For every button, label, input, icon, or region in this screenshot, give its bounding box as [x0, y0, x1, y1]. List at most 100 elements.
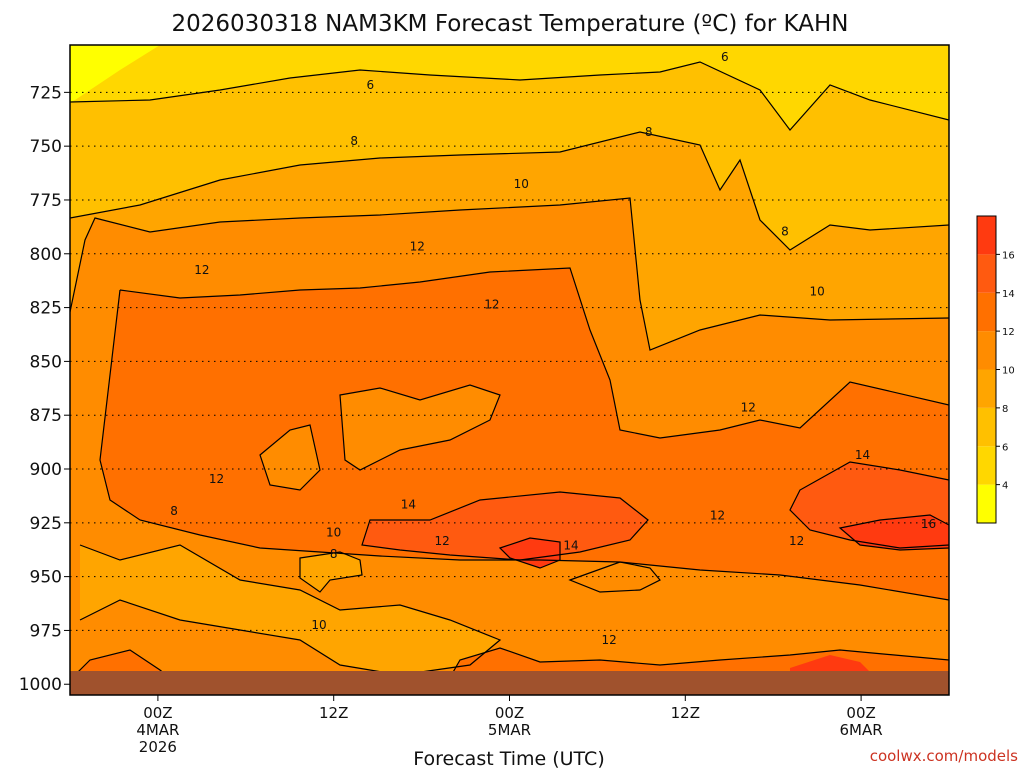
y-axis: 725 750 775 800 825 850 875 900 925 950 975 1000: [19, 83, 70, 695]
contour-label: 8: [645, 125, 653, 139]
credit-text: coolwx.com/models: [870, 747, 1018, 765]
colorbar-swatch: [977, 254, 996, 293]
contour-label: 6: [721, 50, 729, 64]
contour-labels: 6 6 8 8 8 10 10 12 12 12 12 12 12 12 12 12 14 14 14 16 10 10 8…: [170, 50, 936, 647]
y-tick-label: 950: [30, 568, 62, 588]
colorbar-swatch: [977, 292, 996, 332]
contour-label-text: 6: [367, 78, 375, 92]
colorbar-swatch: [977, 446, 996, 485]
contour-label: 12: [209, 472, 224, 486]
x-axis-label: Forecast Time (UTC): [413, 748, 604, 768]
colorbar-swatch: [977, 216, 996, 255]
band-16-18: [500, 515, 949, 672]
chart-title: 2026030318 NAM3KM Forecast Temperature (…: [172, 11, 849, 37]
contour-wedge: [299, 551, 661, 593]
contour-label-text: 8: [645, 125, 653, 139]
y-tick-label: 800: [30, 245, 62, 265]
x-tick-label: 00Z: [495, 704, 524, 722]
contour-label: 12: [194, 263, 209, 277]
y-tick-label: 725: [30, 83, 62, 103]
colorbar-tick-label: 8: [1002, 404, 1008, 415]
contour-label-text: 10: [311, 618, 326, 632]
contour-lines: [70, 61, 949, 695]
contour-label: 12: [410, 239, 425, 253]
y-tick-label: 775: [30, 191, 62, 211]
contour-label-text: 12: [194, 263, 209, 277]
y-tick-label: 825: [30, 299, 62, 319]
band-14-16: [362, 492, 648, 560]
contour-label-text: 12: [601, 633, 616, 647]
band-2-4: [70, 45, 160, 102]
x-tick-label: 6MAR: [840, 721, 883, 739]
contour-label: 12: [434, 534, 449, 548]
contour-label: 10: [311, 618, 326, 632]
band-warm-layer-cool-wedge: [300, 552, 362, 592]
colorbar: 4 6 8 10 12 14 16: [976, 215, 1015, 524]
contour-label: 12: [484, 297, 499, 311]
x-tick-label: 00Z: [143, 704, 172, 722]
contour-label-text: 6: [721, 50, 729, 64]
contour-12: [119, 267, 949, 439]
contour-label: 10: [810, 285, 825, 299]
contour-14: [361, 491, 649, 561]
colorbar-swatch: [977, 484, 996, 523]
contour-6: [70, 61, 949, 131]
ground-surface: [70, 671, 949, 695]
colorbar-tick-label: 16: [1002, 250, 1015, 261]
contour-label-text: 12: [741, 401, 756, 415]
x-tick-label: 12Z: [671, 704, 700, 722]
y-tick-label: 975: [30, 621, 62, 641]
colorbar-tick-label: 12: [1002, 327, 1015, 338]
contour-label: 8: [781, 224, 789, 238]
contour-label: 12: [601, 633, 616, 647]
contour-label-text: 10: [810, 285, 825, 299]
band-cool-pocket-east: [570, 562, 660, 592]
y-tick-label: 850: [30, 352, 62, 372]
contour-label-text: 10: [326, 526, 341, 540]
contour-label-text: 12: [789, 534, 804, 548]
contour-label: 12: [710, 508, 725, 522]
contour-label-text: 8: [330, 547, 338, 561]
x-tick-label: 5MAR: [488, 721, 531, 739]
contour-16: [498, 514, 949, 569]
contour-label: 14: [563, 538, 578, 552]
contour-label: 8: [350, 134, 358, 148]
contour-label: 10: [514, 177, 529, 191]
band-10-12-cool-pocket: [80, 545, 500, 675]
contour-label-text: 16: [921, 517, 936, 531]
x-tick-label: 12Z: [319, 704, 348, 722]
contour-10-lower: [79, 544, 502, 676]
contour-label: 6: [367, 78, 375, 92]
colorbar-tick-label: 10: [1002, 366, 1015, 377]
contour-14-east: [789, 461, 949, 549]
contour-label-text: 10: [514, 177, 529, 191]
colorbar-swatch: [977, 331, 996, 370]
contour-10: [70, 197, 949, 351]
x-tick-label: 2026: [139, 738, 177, 756]
y-tick-label: 1000: [19, 675, 62, 695]
contour-label-text: 14: [855, 448, 870, 462]
contour-label-text: 12: [209, 472, 224, 486]
contour-label: 14: [855, 448, 870, 462]
y-tick-label: 750: [30, 137, 62, 157]
contour-label: 8: [170, 504, 178, 518]
contour-label-text: 12: [710, 508, 725, 522]
colorbar-swatch: [977, 369, 996, 408]
colorbar-tick-label: 14: [1002, 289, 1015, 300]
y-tick-label: 925: [30, 514, 62, 534]
plot-area: 6 6 8 8 8 10 10 12 12 12 12 12 12 12 12 12 14 14 14 16 10 10 8…: [70, 45, 949, 695]
contour-label-text: 12: [410, 239, 425, 253]
contour-label-text: 12: [434, 534, 449, 548]
contour-label: 16: [921, 517, 936, 531]
contour-label: 12: [789, 534, 804, 548]
y-tick-label: 875: [30, 406, 62, 426]
x-tick-label: 00Z: [846, 704, 875, 722]
y-tick-label: 900: [30, 460, 62, 480]
contour-label-text: 14: [401, 498, 416, 512]
contour-8: [70, 131, 949, 251]
colorbar-tick-label: 6: [1002, 442, 1008, 453]
contour-label-text: 14: [563, 538, 578, 552]
colorbar-swatch: [977, 407, 996, 447]
